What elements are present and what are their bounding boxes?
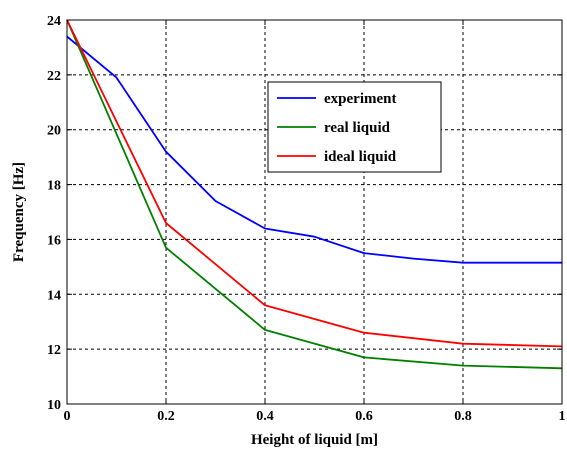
x-tick-label: 0.4 [256,409,274,424]
x-tick-label: 0.8 [454,409,472,424]
x-axis-title: Height of liquid [m] [251,432,378,448]
y-tick-label: 18 [47,179,61,194]
legend-label: real liquid [324,120,391,136]
y-tick-label: 12 [47,343,61,358]
plot-area [67,20,562,404]
y-axis-title: Frequency [Hz] [11,162,27,262]
y-tick-label: 14 [47,288,61,303]
y-tick-label: 20 [47,124,61,139]
series-layer [66,19,563,370]
x-tick-label: 1 [559,409,566,424]
x-tick-label: 0.2 [157,409,175,424]
y-tick-label: 22 [47,69,61,84]
y-tick-label: 10 [47,398,61,413]
ticks [66,19,563,405]
series-line-ideal-liquid [66,19,563,348]
tick-labels: 0 0.2 0.4 0.6 0.8 1 10 12 14 16 18 20 22 24 [47,14,566,424]
x-tick-label: 0.6 [355,409,373,424]
legend-label: experiment [324,91,396,107]
legend-label: ideal liquid [324,149,397,165]
series-line-experiment [66,35,562,264]
plot-frame [66,19,563,405]
series-line-real-liquid [66,19,563,370]
legend: experiment real liquid ideal liquid [267,81,442,173]
x-tick-label: 0 [64,409,71,424]
y-tick-label: 24 [47,14,61,29]
y-tick-label: 16 [47,233,61,248]
